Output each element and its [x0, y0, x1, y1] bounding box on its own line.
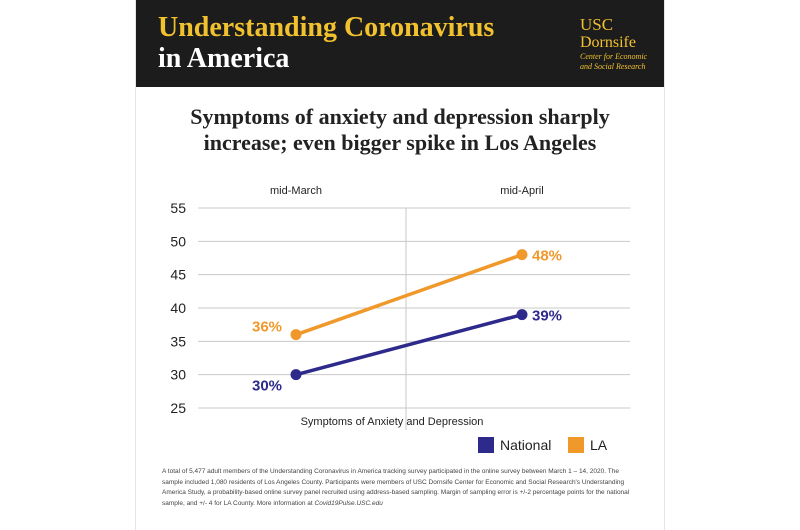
y-tick-label-50: 50 [170, 233, 186, 249]
x-axis-label: Symptoms of Anxiety and Depression [301, 416, 484, 428]
y-tick-label-55: 55 [170, 200, 186, 216]
chart-title-line2: increase; even bigger spike in Los Angel… [203, 130, 597, 155]
footnote-link: Covid19Pulse.USC.edu [314, 499, 383, 507]
x-category-label-1: mid-April [500, 185, 543, 197]
logo-dornsife: Dornsife [580, 34, 636, 51]
chart-title-line1: Symptoms of anxiety and depression sharp… [190, 104, 610, 129]
logo-center-line2: and Social Research [580, 61, 646, 71]
data-point-la-0 [290, 329, 302, 341]
y-tick-label-45: 45 [170, 267, 186, 283]
legend-swatch-la [568, 437, 584, 453]
banner-title: Understanding Coronavirus in America [158, 12, 558, 74]
series-line-national [294, 312, 524, 377]
series-line-la [294, 252, 524, 337]
logo-usc: USC [580, 15, 614, 34]
data-point-national-0 [290, 369, 302, 381]
line-chart: 25 30 35 40 45 50 55 mid-March mid-April Symptoms… [170, 185, 630, 430]
infographic-card: Understanding Coronavirus in America USC… [136, 0, 664, 530]
data-point-la-1 [516, 249, 528, 261]
y-tick-label-35: 35 [170, 333, 186, 349]
footnote-text: A total of 5,477 adult members of the Un… [162, 468, 630, 507]
x-category-label-0: mid-March [270, 185, 322, 197]
data-point-national-1 [516, 309, 528, 321]
footnote: A total of 5,477 adult members of the Un… [162, 467, 640, 509]
data-label-la-1: 48% [532, 248, 562, 265]
banner-title-line1: Understanding Coronavirus [158, 12, 495, 43]
legend-label-national: National [500, 437, 552, 453]
y-tick-label-25: 25 [170, 400, 186, 416]
y-tick-label-40: 40 [170, 300, 186, 316]
usc-dornsife-logo: USC Dornsife Center for Economic and Soc… [580, 16, 660, 71]
banner-title-line2: in America [158, 43, 290, 74]
legend-item-la: LA [568, 437, 607, 453]
header-banner: Understanding Coronavirus in America USC… [136, 0, 664, 87]
legend-item-national: National [478, 437, 551, 453]
legend-label-la: LA [590, 437, 608, 453]
legend-swatch-national [478, 437, 494, 453]
data-label-la-0: 36% [252, 319, 282, 336]
data-label-national-0: 30% [252, 378, 282, 395]
chart-title: Symptoms of anxiety and depression sharp… [136, 104, 664, 156]
y-tick-label-30: 30 [170, 367, 186, 383]
logo-center-line1: Center for Economic [580, 52, 648, 61]
data-label-national-1: 39% [532, 308, 562, 325]
